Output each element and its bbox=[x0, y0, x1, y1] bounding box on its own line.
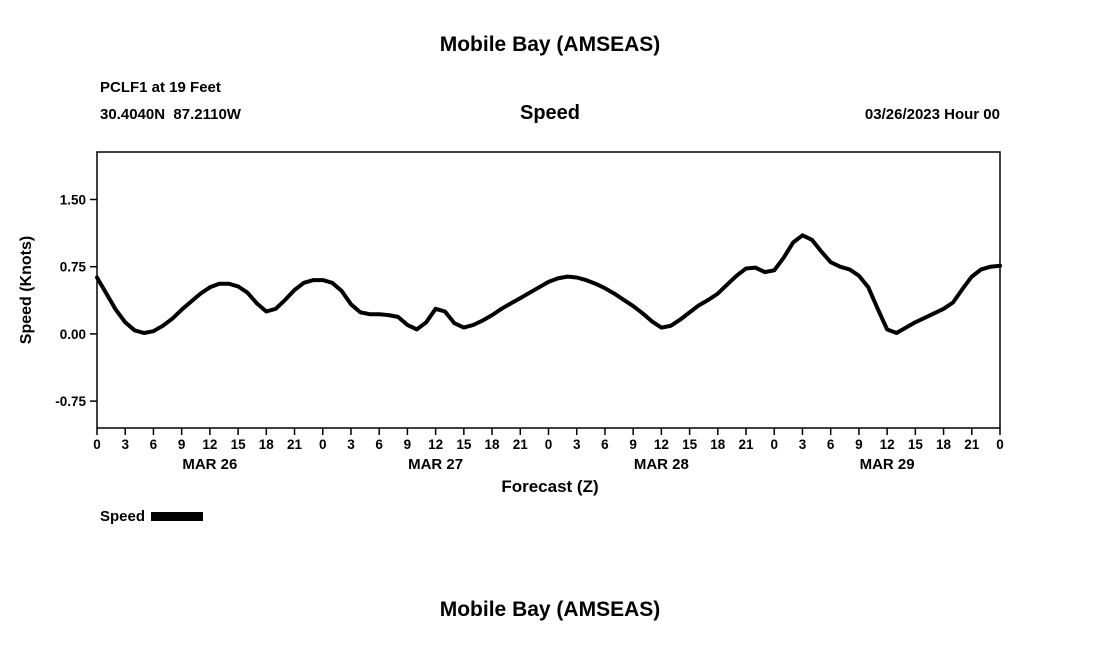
y-tick-label: 0.00 bbox=[60, 327, 86, 342]
x-tick-label: 6 bbox=[601, 437, 609, 452]
x-tick-label: 15 bbox=[682, 437, 698, 452]
plot-frame bbox=[96, 151, 1001, 429]
legend: Speed bbox=[100, 508, 204, 525]
y-tick-label: -0.75 bbox=[55, 394, 86, 409]
station-id: PCLF1 at 19 Feet bbox=[100, 79, 221, 96]
x-tick-label: 6 bbox=[827, 437, 835, 452]
station-coordinates: 30.4040N 87.2110W bbox=[100, 106, 241, 123]
x-tick-label: 15 bbox=[456, 437, 472, 452]
x-tick-label: 15 bbox=[231, 437, 247, 452]
day-label: MAR 26 bbox=[182, 456, 237, 473]
x-tick-label: 0 bbox=[770, 437, 778, 452]
x-tick-label: 18 bbox=[936, 437, 952, 452]
x-tick-label: 12 bbox=[880, 437, 895, 452]
x-tick-label: 12 bbox=[428, 437, 443, 452]
day-label: MAR 27 bbox=[408, 456, 463, 473]
x-tick-label: 18 bbox=[710, 437, 726, 452]
x-tick-label: 12 bbox=[202, 437, 217, 452]
x-tick-label: 3 bbox=[347, 437, 355, 452]
y-tick-label: 1.50 bbox=[60, 192, 86, 207]
x-tick-label: 9 bbox=[855, 437, 863, 452]
y-tick-label: 0.75 bbox=[60, 260, 87, 275]
x-tick-label: 3 bbox=[799, 437, 807, 452]
x-tick-label: 9 bbox=[178, 437, 186, 452]
x-axis-label: Forecast (Z) bbox=[501, 477, 599, 496]
x-tick-label: 15 bbox=[908, 437, 924, 452]
x-tick-label: 6 bbox=[150, 437, 158, 452]
x-tick-label: 21 bbox=[964, 437, 980, 452]
x-tick-label: 0 bbox=[93, 437, 101, 452]
x-tick-label: 9 bbox=[629, 437, 637, 452]
x-tick-label: 12 bbox=[654, 437, 669, 452]
x-tick-label: 21 bbox=[739, 437, 755, 452]
speed-line bbox=[95, 233, 1002, 335]
day-label: MAR 28 bbox=[634, 456, 689, 473]
x-tick-label: 9 bbox=[404, 437, 412, 452]
x-tick-label: 21 bbox=[513, 437, 529, 452]
x-tick-label: 0 bbox=[319, 437, 327, 452]
legend-label: Speed bbox=[100, 508, 146, 525]
x-tick-label: 3 bbox=[573, 437, 581, 452]
x-tick-label: 6 bbox=[375, 437, 383, 452]
chart-subtitle: Speed bbox=[519, 102, 581, 124]
model-run-date: 03/26/2023 Hour 00 bbox=[864, 106, 1000, 123]
x-tick-label: 0 bbox=[545, 437, 553, 452]
x-tick-label: 18 bbox=[259, 437, 275, 452]
x-tick-label: 0 bbox=[996, 437, 1004, 452]
day-label: MAR 29 bbox=[860, 456, 915, 473]
chart-title: Mobile Bay (AMSEAS) bbox=[439, 33, 661, 56]
x-tick-label: 3 bbox=[121, 437, 129, 452]
x-tick-label: 18 bbox=[485, 437, 501, 452]
x-tick-label: 21 bbox=[287, 437, 303, 452]
legend-line-swatch bbox=[151, 512, 204, 521]
bottom-chart-title: Mobile Bay (AMSEAS) bbox=[439, 598, 661, 621]
